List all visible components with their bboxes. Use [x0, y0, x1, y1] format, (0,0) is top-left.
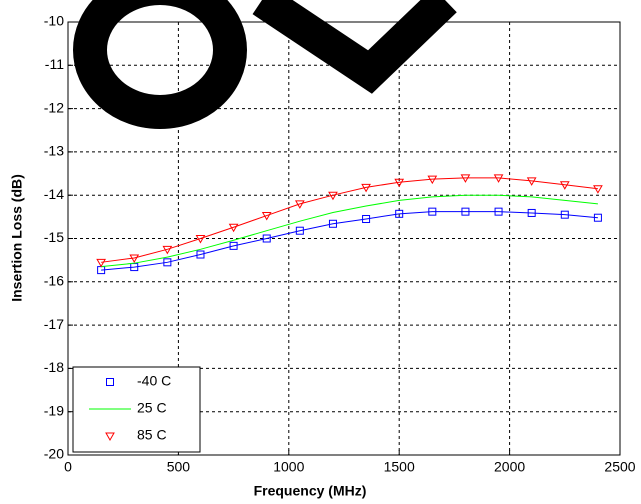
x-axis-label: Frequency (MHz) — [254, 483, 367, 499]
x-tick-label: 0 — [64, 459, 72, 475]
marker — [395, 209, 404, 218]
y-tick-label: -20 — [44, 446, 64, 462]
y-tick-label: -11 — [45, 56, 64, 72]
series-line — [101, 177, 598, 263]
marker — [362, 215, 371, 224]
marker — [96, 258, 106, 268]
marker — [394, 178, 405, 188]
marker — [560, 210, 569, 219]
marker — [527, 208, 536, 217]
marker — [228, 223, 239, 233]
y-tick-label: -10 — [44, 13, 64, 29]
marker — [262, 234, 271, 243]
marker — [261, 212, 272, 221]
y-tick-label: -12 — [44, 99, 64, 115]
marker — [328, 219, 337, 228]
marker — [460, 174, 471, 183]
marker — [559, 181, 570, 190]
x-tick-label: 2500 — [604, 459, 635, 475]
x-tick-label: 1000 — [273, 459, 304, 475]
series-line — [101, 211, 598, 271]
series-line — [101, 194, 598, 268]
marker — [162, 245, 173, 255]
marker — [427, 175, 438, 185]
marker — [295, 226, 304, 235]
legend-label: 85 C — [137, 427, 167, 443]
axes-frame — [67, 21, 621, 456]
x-tick-label: 2000 — [494, 459, 525, 475]
marker — [361, 183, 371, 193]
x-tick-label: 1500 — [384, 459, 415, 475]
watermark-o — [73, 0, 247, 129]
legend: -40 C 25 C 85 C — [72, 366, 201, 453]
y-tick-label: -14 — [44, 186, 64, 202]
marker — [494, 207, 503, 216]
marker — [196, 250, 205, 259]
legend-label: 25 C — [137, 400, 167, 416]
y-tick-label: -13 — [44, 143, 64, 159]
marker — [195, 235, 206, 244]
marker — [461, 207, 470, 216]
marker — [593, 213, 602, 222]
marker — [593, 185, 603, 194]
legend-marker — [106, 378, 114, 386]
y-tick-label: -19 — [44, 402, 64, 418]
marker — [428, 207, 437, 216]
marker — [229, 241, 238, 250]
y-tick-label: -15 — [44, 229, 64, 245]
watermark-v — [252, 0, 457, 94]
y-tick-label: -16 — [44, 273, 64, 289]
legend-label: -40 C — [137, 373, 171, 389]
y-tick-label: -18 — [44, 359, 64, 375]
marker — [294, 200, 305, 209]
marker — [129, 254, 140, 263]
plot-area: -20 -19 -18 -17 -16 -15 -14 -13 -12 -11 -10 0 500 100… — [44, 13, 636, 475]
legend-marker — [105, 432, 115, 442]
x-tick-label: 500 — [167, 459, 191, 475]
marker — [328, 191, 338, 201]
y-tick-label: -17 — [44, 316, 64, 332]
marker — [526, 177, 537, 186]
marker — [163, 258, 172, 267]
y-axis-label: Insertion Loss (dB) — [9, 174, 25, 302]
marker — [493, 174, 504, 183]
